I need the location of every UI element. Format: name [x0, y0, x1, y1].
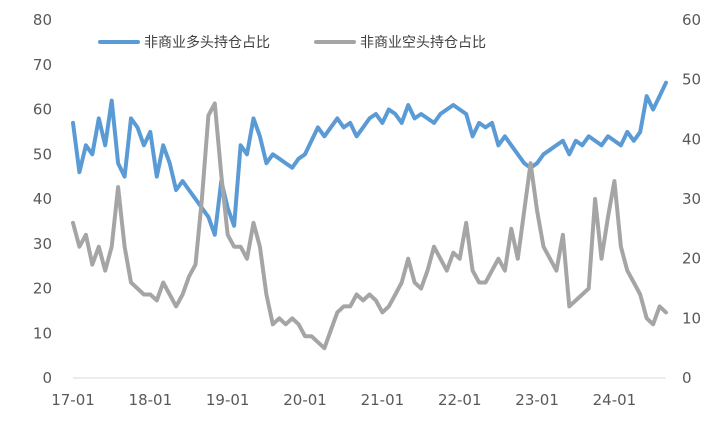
right-axis-tick-label: 30	[682, 190, 701, 208]
series-line-1	[71, 80, 668, 237]
right-axis-tick-label: 0	[682, 369, 692, 387]
left-axis-tick-label: 40	[33, 190, 52, 208]
x-axis-tick-label: 21-01	[361, 391, 405, 409]
x-axis-tick-label: 24-01	[593, 391, 637, 409]
legend-label: 非商业空头持仓占比	[360, 35, 486, 51]
x-axis-tick-label: 19-01	[206, 391, 250, 409]
left-axis-tick-label: 20	[33, 280, 52, 298]
left-axis-tick-label: 60	[33, 101, 52, 119]
x-axis-tick-label: 20-01	[283, 391, 327, 409]
left-axis-tick-label: 70	[33, 56, 52, 74]
left-axis-tick-label: 30	[33, 235, 52, 253]
right-axis-tick-label: 40	[682, 130, 701, 148]
right-axis-tick-label: 10	[682, 309, 701, 327]
x-axis-ticks: 17-01 18-01 19-01 20-01 21-01 22-01 23-01 24-01	[51, 391, 636, 409]
left-axis-tick-label: 0	[42, 369, 52, 387]
series-line-2	[71, 101, 668, 351]
right-axis-tick-label: 50	[682, 71, 701, 89]
right-axis-ticks: 0 10 20 30 40 50 60	[682, 11, 701, 387]
x-axis-tick-label: 22-01	[438, 391, 482, 409]
left-axis-tick-label: 50	[33, 145, 52, 163]
legend: 非商业多头持仓占比 非商业空头持仓占比	[98, 34, 486, 51]
right-axis-tick-label: 20	[682, 250, 701, 268]
series-layer	[71, 80, 668, 351]
left-axis-tick-label: 80	[33, 11, 52, 29]
left-axis-tick-label: 10	[33, 324, 52, 342]
right-axis-tick-label: 60	[682, 11, 701, 29]
left-axis-ticks: 0 10 20 30 40 50 60 70 80	[33, 11, 52, 387]
x-axis-tick-label: 23-01	[515, 391, 559, 409]
legend-label: 非商业多头持仓占比	[144, 34, 270, 51]
x-axis-tick-label: 17-01	[51, 391, 95, 409]
x-axis-tick-label: 18-01	[129, 391, 173, 409]
